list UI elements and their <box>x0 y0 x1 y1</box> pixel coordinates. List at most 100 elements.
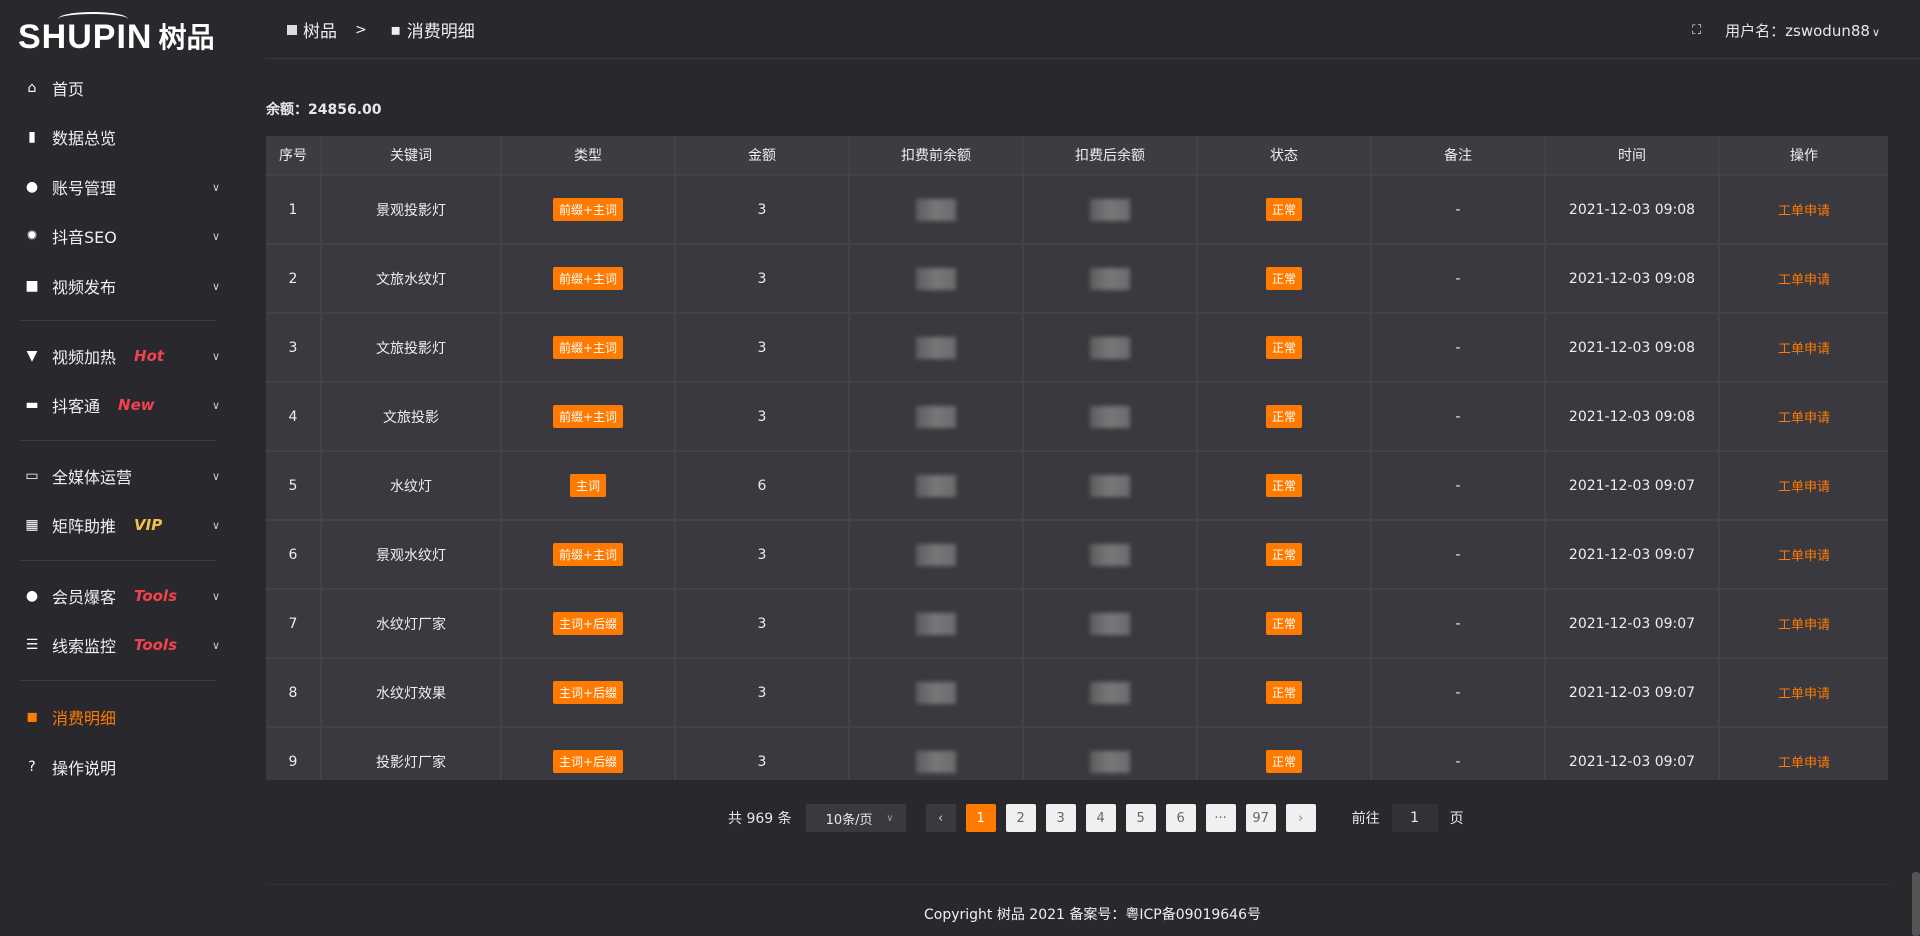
ticket-request-link[interactable]: 工单申请 <box>1777 480 1830 495</box>
page-button[interactable]: 5 <box>1125 804 1156 832</box>
row-number: 2 <box>266 245 322 312</box>
blurred-value <box>1090 681 1130 704</box>
balance: 余额：24856.00 <box>266 102 382 118</box>
chevron-down-icon[interactable]: ∨ <box>212 229 221 243</box>
blurred-value <box>1090 405 1130 428</box>
blurred-value <box>1090 336 1130 359</box>
sidebar-item-9[interactable]: ● 会员爆客 Tools ∨ <box>0 576 265 616</box>
time: 2021-12-03 09:08 <box>1546 383 1720 450</box>
page-button[interactable]: 2 <box>1005 804 1036 832</box>
sidebar-item-12[interactable]: ? 操作说明 <box>0 747 265 787</box>
ticket-request-link[interactable]: 工单申请 <box>1777 756 1830 771</box>
chevron-down-icon[interactable]: ∨ <box>212 279 221 293</box>
sidebar-item-6[interactable]: ▬ 抖客通 New ∨ <box>0 385 265 425</box>
page-button[interactable]: 4 <box>1085 804 1116 832</box>
sidebar-item-label: 账号管理 <box>52 179 117 198</box>
type-badge: 前缀+主词 <box>552 198 624 221</box>
chevron-down-icon[interactable]: ∨ <box>212 398 221 412</box>
breadcrumb-home[interactable]: 树品 <box>303 22 337 42</box>
page-button[interactable]: 6 <box>1165 804 1196 832</box>
chevron-down-icon[interactable]: ∨ <box>212 469 221 483</box>
status-badge: 正常 <box>1265 336 1302 359</box>
sidebar-item-4[interactable]: ■ 视频发布 ∨ <box>0 266 265 306</box>
page-size-select[interactable]: 10条/页 ∨ <box>805 804 906 832</box>
prev-page-button[interactable]: ‹ <box>925 804 956 832</box>
chevron-down-icon[interactable]: ∨ <box>212 518 221 532</box>
goto-label: 前往 <box>1351 811 1380 827</box>
time: 2021-12-03 09:07 <box>1546 728 1720 780</box>
keyword: 文旅投影 <box>322 383 502 450</box>
ticket-request-link[interactable]: 工单申请 <box>1777 411 1830 426</box>
sidebar-item-label: 会员爆客 <box>52 588 117 607</box>
ticket-request-link[interactable]: 工单申请 <box>1777 273 1830 288</box>
status-badge: 正常 <box>1265 681 1302 704</box>
amount: 3 <box>676 728 850 780</box>
amount: 3 <box>676 659 850 726</box>
keyword: 水纹灯厂家 <box>322 590 502 657</box>
blurred-value <box>916 474 956 497</box>
balance-after-cell <box>1024 590 1198 657</box>
table-row: 8 水纹灯效果 主词+后缀 3 正常 - 2021-12-03 09:07 工单… <box>266 659 1888 728</box>
fullscreen-icon[interactable]: ⛶ <box>1692 23 1702 38</box>
action-cell: 工单申请 <box>1720 659 1888 726</box>
ticket-request-link[interactable]: 工单申请 <box>1777 342 1830 357</box>
sidebar-item-10[interactable]: ☰ 线索监控 Tools ∨ <box>0 625 265 665</box>
note: - <box>1372 245 1546 312</box>
sidebar: SHUPIN 树品 ⌂ 首页 ▮ 数据总览 ● 账号管理 ∨ ✹ 抖音SEO ∨ ■ 视频发布 ∨ ▼ 视频… <box>0 0 265 936</box>
action-cell: 工单申请 <box>1720 728 1888 780</box>
sidebar-item-5[interactable]: ▼ 视频加热 Hot ∨ <box>0 336 265 376</box>
sidebar-item-label: 数据总览 <box>52 129 117 148</box>
sidebar-item-1[interactable]: ▮ 数据总览 <box>0 117 265 157</box>
footer-divider <box>266 884 1890 885</box>
user-menu[interactable]: 用户名：zswodun88 ∨ <box>1725 20 1880 41</box>
status-cell: 正常 <box>1198 452 1372 519</box>
sidebar-item-tag: Tools <box>134 587 177 605</box>
sidebar-item-3[interactable]: ✹ 抖音SEO ∨ <box>0 216 265 256</box>
sidebar-item-tag: VIP <box>134 516 163 534</box>
ticket-request-link[interactable]: 工单申请 <box>1777 549 1830 564</box>
status-badge: 正常 <box>1265 612 1302 635</box>
username: 用户名：zswodun88 <box>1725 22 1870 40</box>
next-page-button[interactable]: › <box>1285 804 1316 832</box>
ticket-request-link[interactable]: 工单申请 <box>1777 204 1830 219</box>
chevron-down-icon[interactable]: ∨ <box>212 638 221 652</box>
sidebar-item-8[interactable]: ▦ 矩阵助推 VIP ∨ <box>0 505 265 545</box>
scrollbar[interactable] <box>1912 872 1920 936</box>
member-icon: ● <box>25 588 39 604</box>
table-row: 7 水纹灯厂家 主词+后缀 3 正常 - 2021-12-03 09:07 工单… <box>266 590 1888 659</box>
chevron-down-icon[interactable]: ∨ <box>212 589 221 603</box>
pagination: 共 969 条 10条/页 ∨ ‹ 1 2 3 4 5 6 ··· 97 › 前往 1 页 <box>728 804 1464 832</box>
sidebar-item-11[interactable]: ◼ 消费明细 <box>0 697 265 737</box>
sidebar-item-7[interactable]: ▭ 全媒体运营 ∨ <box>0 456 265 496</box>
status-cell: 正常 <box>1198 383 1372 450</box>
sidebar-item-2[interactable]: ● 账号管理 ∨ <box>0 167 265 207</box>
chevron-down-icon[interactable]: ∨ <box>212 180 221 194</box>
type-cell: 主词+后缀 <box>502 590 676 657</box>
blurred-value <box>916 405 956 428</box>
page-button[interactable]: 1 <box>965 804 996 832</box>
page-button[interactable]: 3 <box>1045 804 1076 832</box>
keyword: 水纹灯 <box>322 452 502 519</box>
balance-before-cell <box>850 659 1024 726</box>
gear-icon: ✹ <box>26 228 38 244</box>
column-header: 关键词 <box>322 136 502 174</box>
table-row: 6 景观水纹灯 前缀+主词 3 正常 - 2021-12-03 09:07 工单… <box>266 521 1888 590</box>
column-header: 金额 <box>676 136 850 174</box>
goto-page-input[interactable]: 1 <box>1391 804 1438 832</box>
note: - <box>1372 728 1546 780</box>
status-badge: 正常 <box>1265 267 1302 290</box>
chevron-down-icon[interactable]: ∨ <box>212 349 221 363</box>
type-badge: 主词+后缀 <box>552 750 624 773</box>
page-button[interactable]: 97 <box>1245 804 1276 832</box>
column-header: 时间 <box>1546 136 1720 174</box>
type-badge: 主词 <box>569 474 606 497</box>
ticket-request-link[interactable]: 工单申请 <box>1777 687 1830 702</box>
column-header: 操作 <box>1790 148 1818 164</box>
ticket-request-link[interactable]: 工单申请 <box>1777 618 1830 633</box>
type-badge: 主词+后缀 <box>552 612 624 635</box>
sliders-icon: ☰ <box>25 637 39 653</box>
page-button[interactable]: ··· <box>1205 804 1236 832</box>
sidebar-item-0[interactable]: ⌂ 首页 <box>0 68 265 108</box>
blurred-value <box>916 267 956 290</box>
keyword: 水纹灯效果 <box>322 659 502 726</box>
